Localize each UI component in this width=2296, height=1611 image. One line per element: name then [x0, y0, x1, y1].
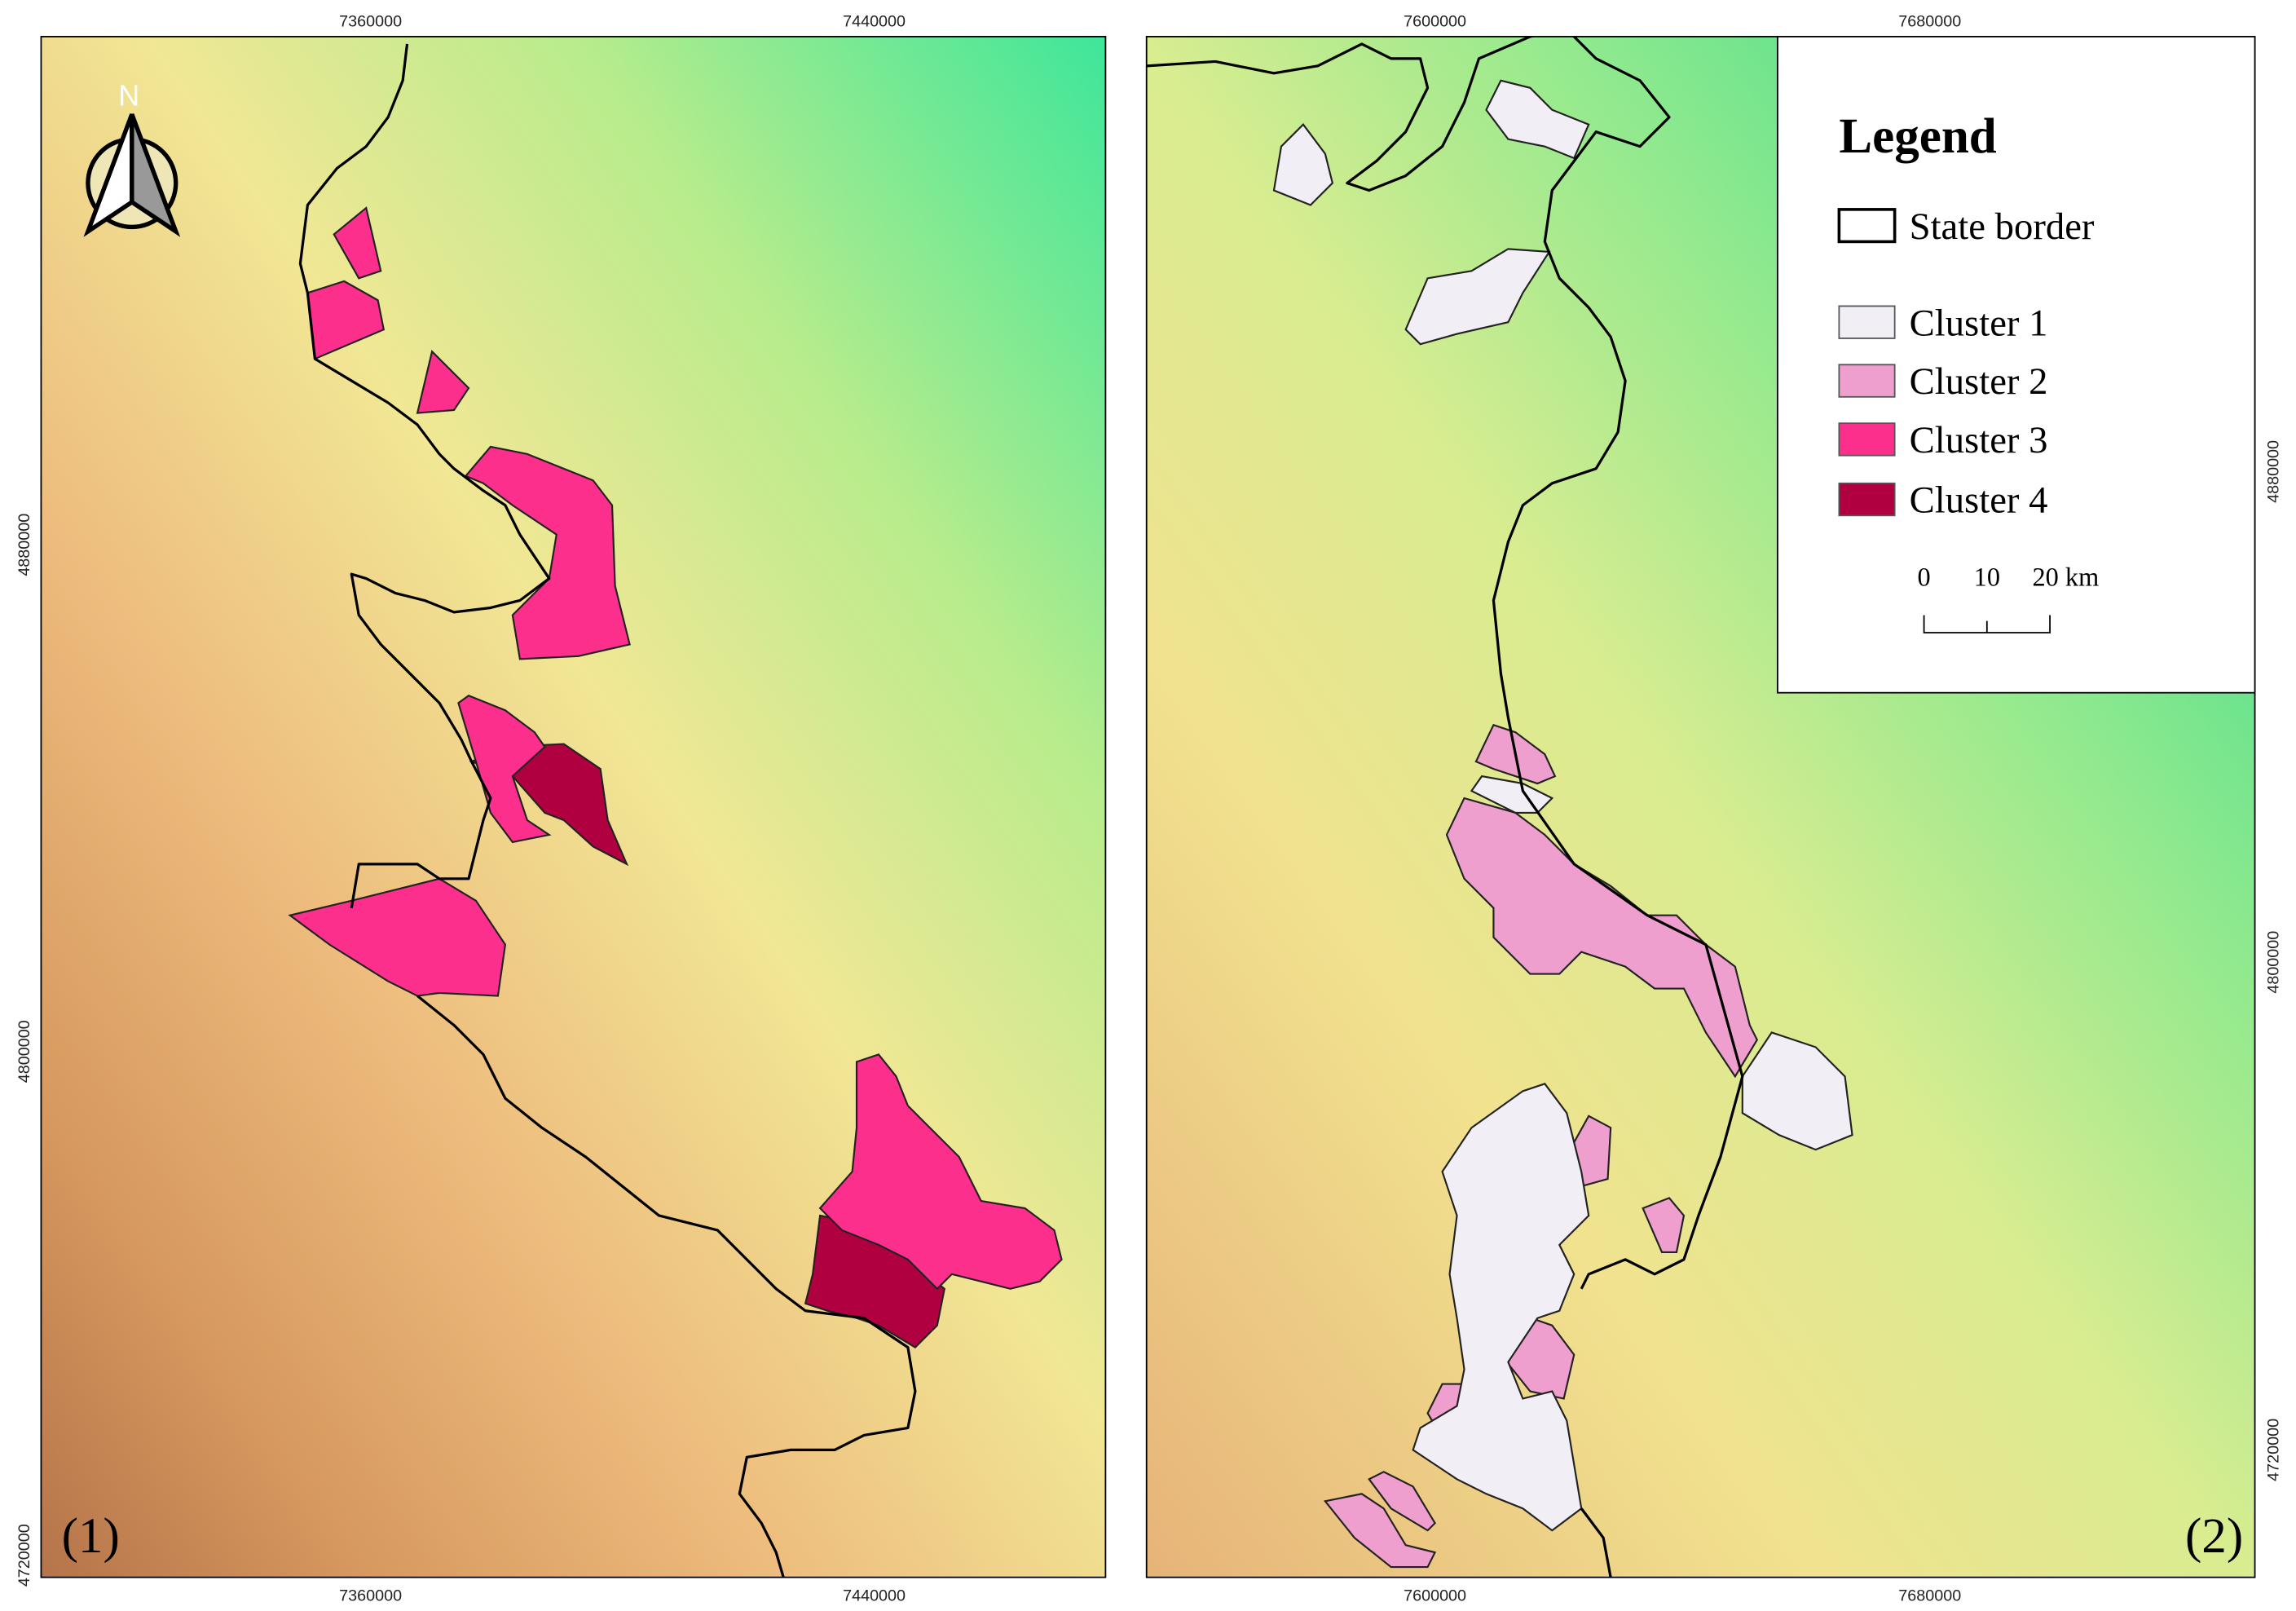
- catchment-c3: [818, 1053, 1063, 1291]
- catchment-c1: [1272, 123, 1334, 206]
- catchment-c3: [288, 877, 507, 997]
- legend-item: Cluster 3: [1910, 419, 2048, 461]
- top-tick: 7600000: [1404, 12, 1466, 30]
- scale-label: 20 km: [2033, 563, 2100, 592]
- state-border: [298, 43, 551, 909]
- catchment-c3: [464, 445, 631, 660]
- north-label: N: [118, 78, 139, 112]
- catchment-c1: [1485, 79, 1590, 160]
- side-tick: 4800000: [2264, 931, 2282, 994]
- side-tick: 4720000: [15, 1524, 33, 1587]
- legend-item: Cluster 1: [1910, 302, 2048, 344]
- top-tick: 7360000: [339, 12, 402, 30]
- catchment-c3: [416, 350, 470, 414]
- legend-item: State border: [1910, 205, 2095, 248]
- legend-swatch: [1838, 305, 1896, 339]
- legend-swatch: [1837, 208, 1897, 244]
- bottom-tick: 7680000: [1898, 1587, 1961, 1604]
- top-tick: 7680000: [1898, 12, 1961, 30]
- catchment-c1: [1741, 1031, 1853, 1151]
- legend-swatch: [1838, 422, 1896, 457]
- side-tick: 4880000: [2264, 440, 2282, 503]
- legend-swatch: [1838, 364, 1896, 398]
- state-border: [416, 995, 917, 1578]
- panel-label: (2): [2185, 1509, 2243, 1564]
- legend: Legend State border Cluster 1 Cluster 2 …: [1777, 36, 2256, 694]
- catchment-c3: [333, 206, 382, 280]
- top-tick: 7440000: [843, 12, 906, 30]
- legend-item: Cluster 2: [1910, 360, 2048, 403]
- scale-label: 0: [1917, 563, 1930, 592]
- catchment-c1: [1404, 248, 1551, 346]
- side-tick: 4880000: [15, 514, 33, 576]
- catchment-c1: [1412, 1083, 1590, 1532]
- state-border: [1146, 36, 1744, 1290]
- scale-label: 10: [1974, 563, 2000, 592]
- side-tick: 4720000: [2264, 1419, 2282, 1481]
- state-border: [1580, 1507, 1612, 1578]
- bottom-tick: 7360000: [339, 1587, 402, 1604]
- panel-label: (1): [62, 1509, 120, 1564]
- bottom-tick: 7600000: [1404, 1587, 1466, 1604]
- legend-swatch: [1838, 482, 1896, 517]
- side-tick: 4800000: [15, 1020, 33, 1083]
- map-2-layers: [1146, 36, 1853, 1578]
- legend-item: Cluster 4: [1910, 479, 2048, 522]
- north-arrow: N: [83, 78, 181, 237]
- catchment-c2: [1323, 1493, 1437, 1569]
- catchment-c2: [1368, 1471, 1436, 1532]
- bottom-tick: 7440000: [843, 1587, 906, 1604]
- map-1-layers: [288, 43, 1063, 1578]
- legend-title: Legend: [1839, 109, 1996, 164]
- catchment-c2: [1642, 1197, 1686, 1253]
